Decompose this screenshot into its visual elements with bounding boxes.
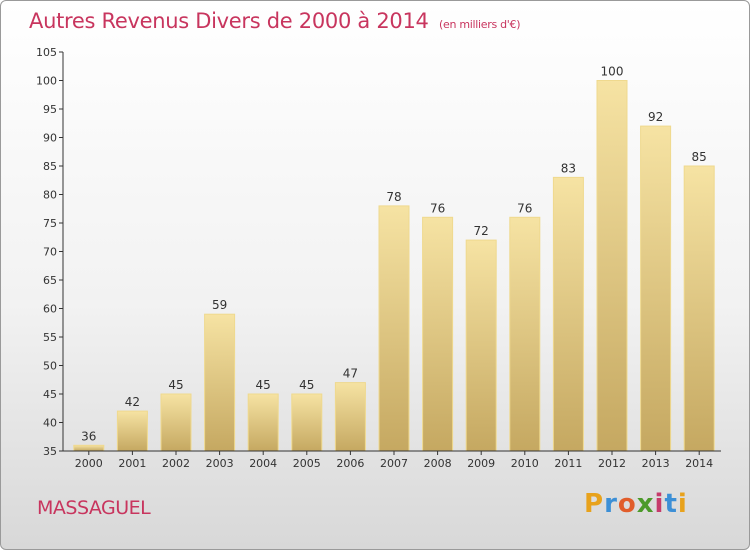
x-tick-label: 2008 (424, 457, 452, 470)
y-tick-label: 90 (43, 132, 57, 145)
bar-value-label: 92 (648, 110, 663, 124)
bar-value-label: 47 (343, 367, 358, 381)
y-tick-label: 65 (43, 274, 57, 287)
y-tick-label: 55 (43, 331, 57, 344)
bar (378, 205, 410, 452)
bar-value-label: 100 (601, 65, 624, 79)
bar-value-label: 45 (256, 378, 271, 392)
bar-value-label: 83 (561, 161, 576, 175)
logo-letter: t (664, 489, 678, 519)
y-tick-label: 105 (36, 46, 57, 59)
x-tick-label: 2013 (642, 457, 670, 470)
bar (552, 176, 584, 452)
y-tick-label: 35 (43, 445, 57, 458)
bar (334, 382, 366, 452)
bar (422, 216, 454, 452)
bars: 36 42 45 59 45 45 47 78 76 72 76 83 100 92 85 (73, 65, 715, 452)
x-tick-label: 2009 (467, 457, 495, 470)
x-tick-label: 2002 (162, 457, 190, 470)
bar-value-label: 42 (125, 395, 140, 409)
x-tick-label: 2004 (249, 457, 277, 470)
x-tick-label: 2006 (336, 457, 364, 470)
y-tick-label: 70 (43, 246, 57, 259)
y-tick-label: 80 (43, 189, 57, 202)
logo-letter: i (677, 489, 688, 519)
logo-letter: P (584, 489, 605, 519)
bar-value-label: 45 (168, 378, 183, 392)
bar-value-label: 78 (386, 190, 401, 204)
x-tick-label: 2005 (293, 457, 321, 470)
y-tick-label: 75 (43, 217, 57, 230)
logo-letter: x (636, 489, 655, 519)
x-tick-label: 2010 (511, 457, 539, 470)
bar (291, 393, 323, 452)
logo-letter: o (617, 489, 637, 519)
x-axis: 2000 2001 2002 2003 2004 2005 2006 2007 2008 2009… (63, 450, 721, 470)
bar (116, 410, 148, 452)
bar (204, 313, 236, 452)
x-tick-label: 2007 (380, 457, 408, 470)
y-axis: 35 40 45 50 55 60 65 70 75 80 85 90 95 100 105 (36, 46, 64, 458)
commune-name: MASSAGUEL (37, 497, 151, 519)
bar-value-label: 36 (81, 429, 96, 443)
x-tick-label: 2012 (598, 457, 626, 470)
y-tick-label: 40 (43, 417, 57, 430)
logo-letter: r (604, 489, 618, 519)
x-tick-label: 2001 (118, 457, 146, 470)
chart-title: Autres Revenus Divers de 2000 à 2014 (en… (29, 9, 520, 33)
chart-title-text: Autres Revenus Divers de 2000 à 2014 (29, 9, 429, 33)
bar-value-label: 76 (517, 201, 532, 215)
bar-value-label: 45 (299, 378, 314, 392)
x-tick-label: 2000 (75, 457, 103, 470)
bar (596, 80, 628, 452)
bar-value-label: 76 (430, 201, 445, 215)
bar (465, 239, 497, 452)
x-tick-label: 2011 (554, 457, 582, 470)
x-tick-label: 2003 (206, 457, 234, 470)
bar (247, 393, 279, 452)
y-tick-label: 85 (43, 160, 57, 173)
proxiti-logo: Proxiti (584, 489, 688, 519)
bar-value-label: 72 (474, 224, 489, 238)
y-tick-label: 45 (43, 388, 57, 401)
bar (683, 165, 715, 452)
x-tick-label: 2014 (685, 457, 713, 470)
logo-letter: i (654, 489, 665, 519)
chart-unit: (en milliers d'€) (439, 18, 521, 31)
bar-value-label: 59 (212, 298, 227, 312)
bar (73, 444, 105, 452)
y-tick-label: 95 (43, 103, 57, 116)
bar (160, 393, 192, 452)
bar-value-label: 85 (692, 150, 707, 164)
y-tick-label: 60 (43, 303, 57, 316)
y-tick-label: 50 (43, 360, 57, 373)
bar (509, 216, 541, 452)
y-tick-label: 100 (36, 75, 57, 88)
bar (640, 125, 672, 452)
